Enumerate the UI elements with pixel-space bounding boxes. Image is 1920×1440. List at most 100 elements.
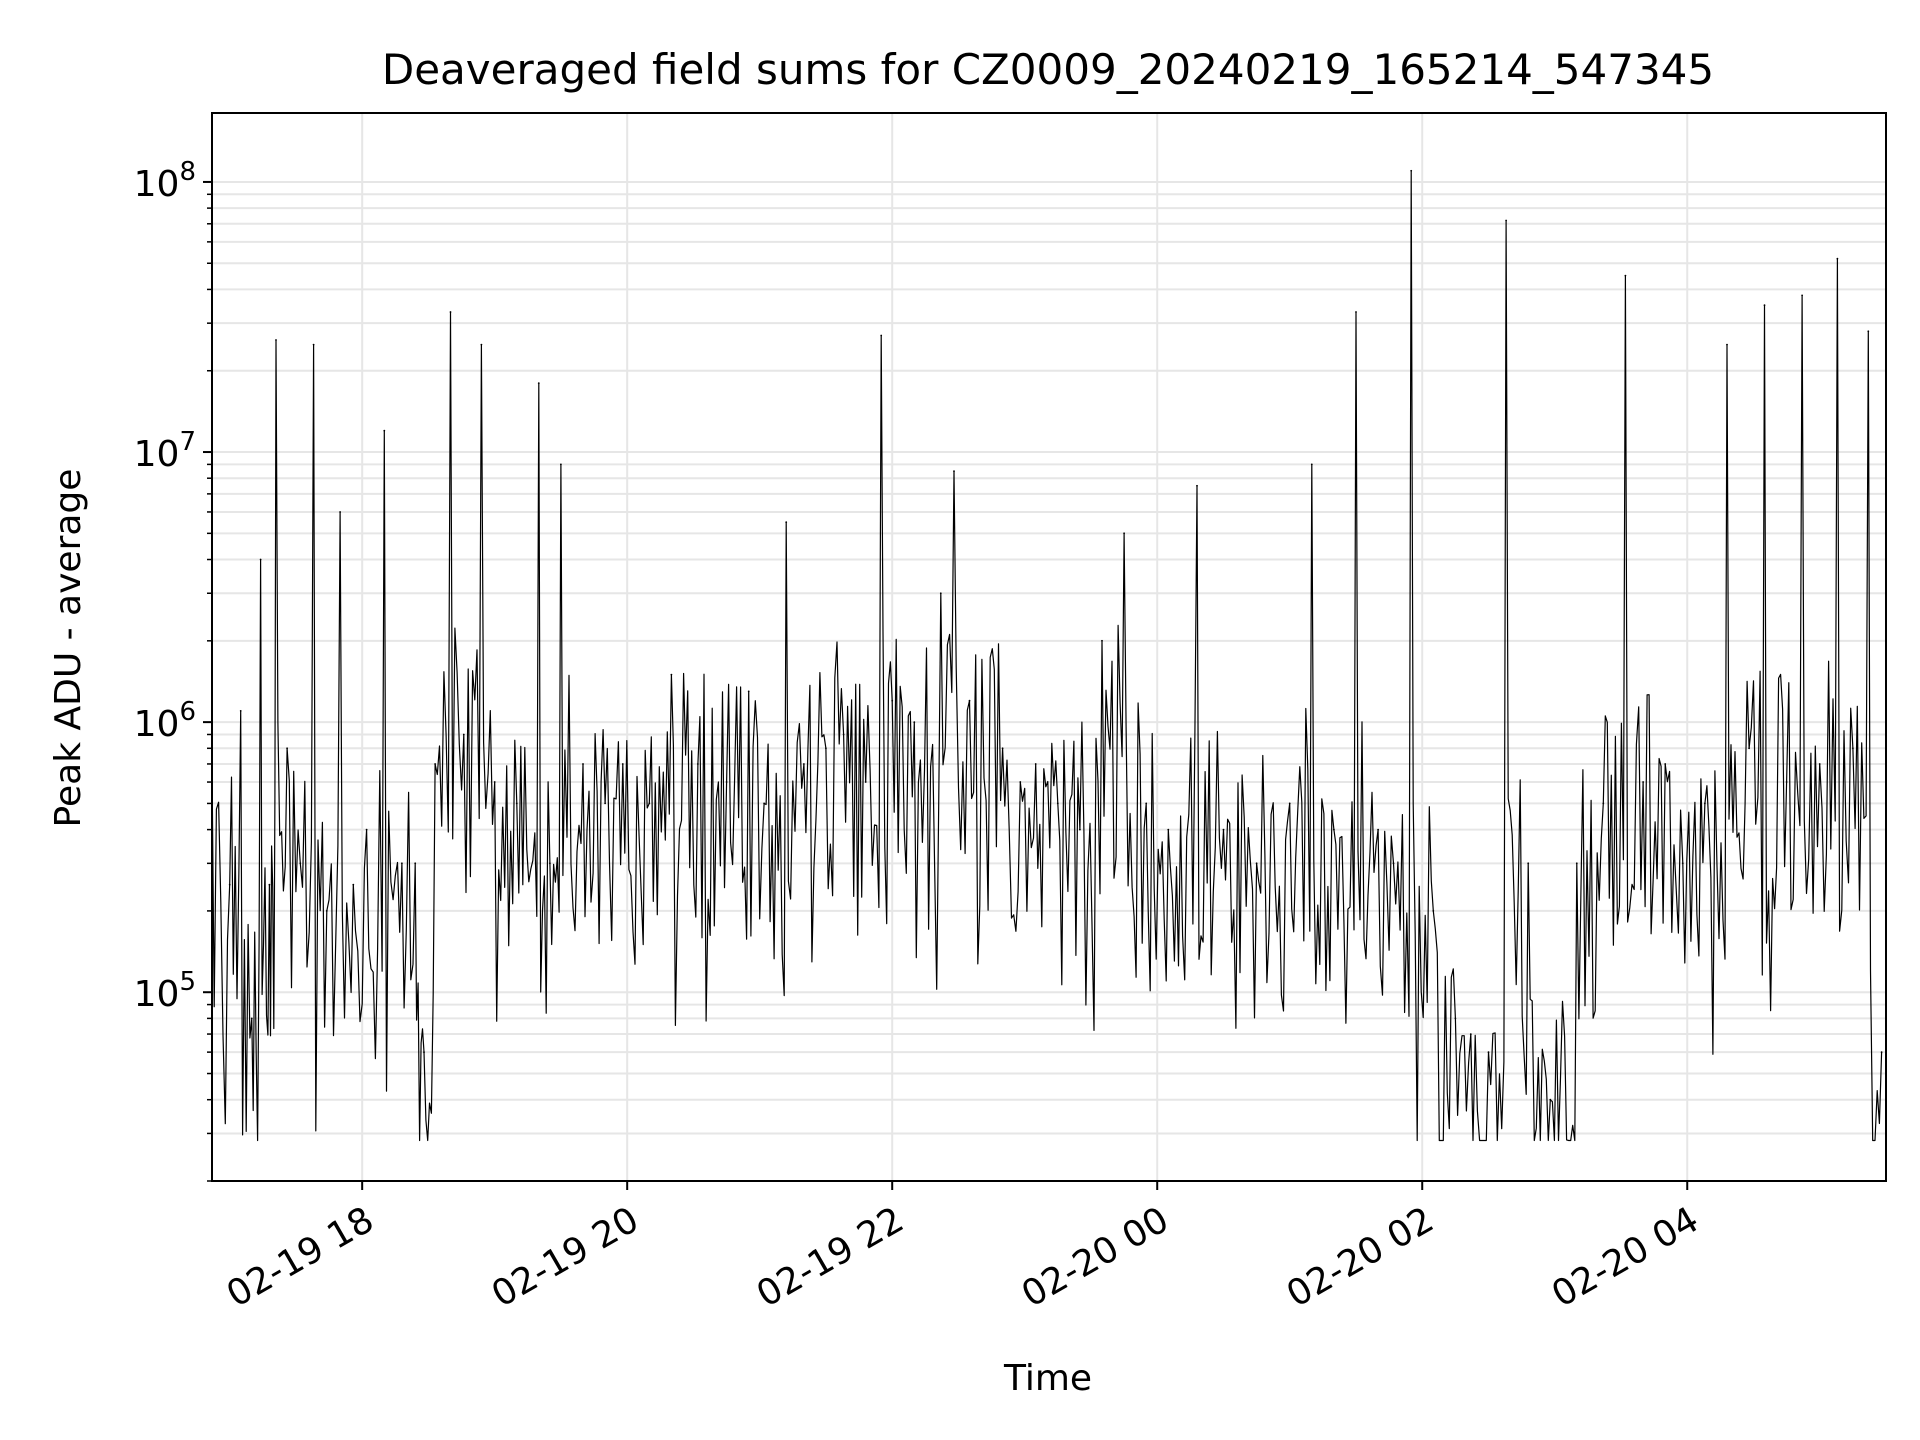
data-point — [1034, 763, 1037, 765]
data-point — [1410, 169, 1413, 172]
data-point — [1748, 747, 1750, 750]
y-tick-label: 107 — [134, 427, 196, 475]
y-tick-label: 105 — [134, 967, 196, 1015]
data-point — [1001, 747, 1004, 750]
data-point — [1392, 862, 1395, 865]
data-point — [913, 721, 916, 723]
data-point — [365, 828, 368, 831]
data-point — [1818, 763, 1821, 765]
data-point — [401, 862, 403, 865]
data-point — [1624, 274, 1627, 277]
data-point — [339, 511, 341, 513]
data-point — [1527, 862, 1530, 865]
data-point — [1726, 343, 1728, 346]
data-point — [325, 910, 328, 912]
data-point — [604, 802, 606, 805]
data-point — [434, 763, 436, 765]
data-point — [239, 710, 242, 712]
data-point — [1505, 219, 1507, 222]
y-tick-label: 106 — [134, 697, 196, 745]
data-point — [939, 592, 942, 595]
y-tick-label: 108 — [134, 157, 196, 205]
data-point — [785, 521, 788, 524]
data-point — [1880, 1051, 1883, 1053]
chart-title: Deaveraged field sums for CZ0009_2024021… — [382, 45, 1714, 94]
data-point — [880, 334, 883, 337]
data-point — [621, 763, 624, 765]
data-point — [1469, 1033, 1472, 1035]
data-point — [697, 763, 699, 765]
data-point — [1575, 862, 1578, 865]
data-point — [549, 862, 551, 865]
data-point — [1785, 781, 1788, 783]
data-point — [449, 311, 452, 313]
data-point — [1056, 802, 1059, 805]
data-point — [268, 883, 271, 886]
data-point — [352, 883, 355, 886]
data-point — [825, 747, 827, 750]
data-point — [1454, 1017, 1457, 1020]
data-point — [1355, 311, 1357, 313]
data-point — [1288, 802, 1291, 805]
data-point — [1333, 828, 1335, 831]
data-point — [537, 382, 540, 384]
data-point — [582, 763, 584, 765]
data-point — [493, 781, 496, 783]
grid-layer — [212, 113, 1886, 1182]
data-point — [670, 673, 673, 676]
data-point — [968, 699, 971, 702]
data-point — [250, 1017, 253, 1020]
data-point — [462, 733, 465, 736]
data-point — [1377, 828, 1379, 831]
data-point — [560, 463, 562, 466]
data-point — [1019, 781, 1022, 783]
data-point — [1432, 910, 1435, 912]
data-point — [1763, 304, 1766, 306]
data-point — [299, 862, 302, 865]
data-point — [480, 343, 483, 346]
data-point — [891, 699, 894, 702]
data-point — [286, 747, 288, 750]
data-point — [1222, 828, 1225, 831]
data-point — [1801, 294, 1803, 297]
data-point — [312, 343, 315, 346]
data-point — [228, 883, 231, 886]
data-point — [842, 733, 845, 736]
data-point — [1487, 1051, 1490, 1053]
data-point — [763, 802, 765, 805]
data-point — [259, 558, 262, 561]
data-point — [1196, 484, 1198, 487]
series-line — [211, 170, 1883, 1142]
data-point — [725, 781, 728, 783]
data-point — [953, 470, 955, 472]
series-layer — [211, 169, 1883, 1142]
data-point — [515, 802, 518, 805]
data-point — [1642, 781, 1644, 783]
data-point — [423, 1051, 425, 1053]
x-axis-label: Time — [1003, 1358, 1092, 1399]
data-point — [864, 781, 867, 783]
data-point — [1079, 828, 1081, 831]
data-point — [1145, 802, 1148, 805]
data-point — [414, 862, 417, 865]
data-point — [1167, 828, 1170, 831]
y-axis-label: Peak ADU - average — [48, 469, 89, 828]
data-point — [648, 802, 651, 805]
data-point — [803, 763, 805, 765]
data-point — [1123, 532, 1125, 535]
data-point — [1681, 862, 1684, 865]
data-point — [1704, 802, 1706, 805]
data-point — [383, 429, 386, 432]
data-point — [1101, 639, 1103, 642]
data-point — [1852, 747, 1854, 750]
data-point — [1602, 802, 1605, 805]
data-point — [1664, 763, 1667, 765]
data-point — [747, 690, 750, 693]
data-point — [1310, 463, 1313, 466]
data-point — [1255, 862, 1258, 865]
data-point — [1836, 257, 1839, 260]
plot-area-frame — [211, 112, 1887, 1182]
data-point — [275, 339, 277, 341]
